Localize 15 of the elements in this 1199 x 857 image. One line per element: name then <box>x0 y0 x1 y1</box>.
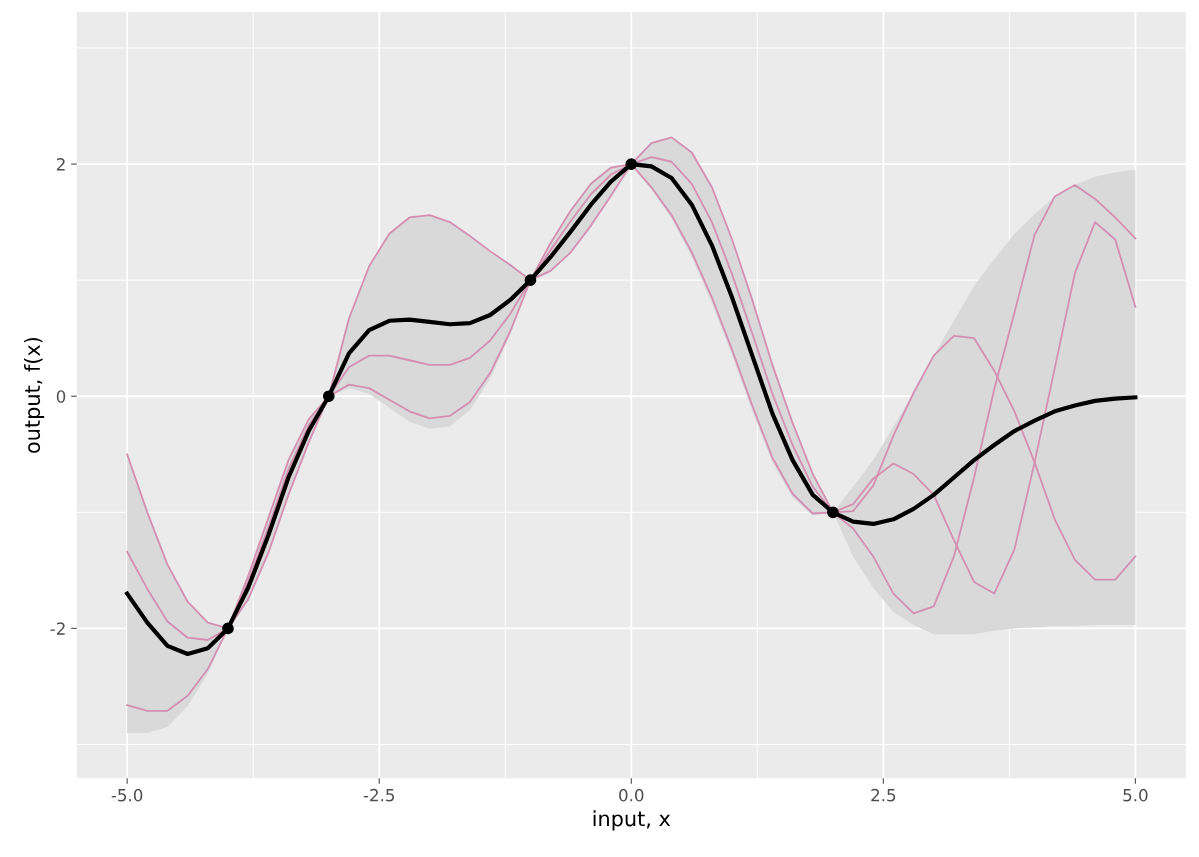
x-axis-title: input, x <box>593 810 671 831</box>
x-tick-label: 0.0 <box>619 788 644 802</box>
y-tick-label: 0 <box>56 390 66 403</box>
point <box>625 158 638 170</box>
point <box>222 622 234 635</box>
x-tick-label: 5.0 <box>1123 788 1148 802</box>
y-tick-label: -2 <box>50 622 65 635</box>
x-tick-label: 2.5 <box>871 788 896 802</box>
point <box>524 274 537 286</box>
x-tick-label: -5.0 <box>111 788 143 802</box>
point <box>827 506 839 519</box>
y-axis-title: output, f(x) <box>23 337 45 453</box>
x-tick-label: -2.5 <box>363 788 395 802</box>
point <box>322 390 335 403</box>
y-tick-label: 2 <box>56 158 65 171</box>
